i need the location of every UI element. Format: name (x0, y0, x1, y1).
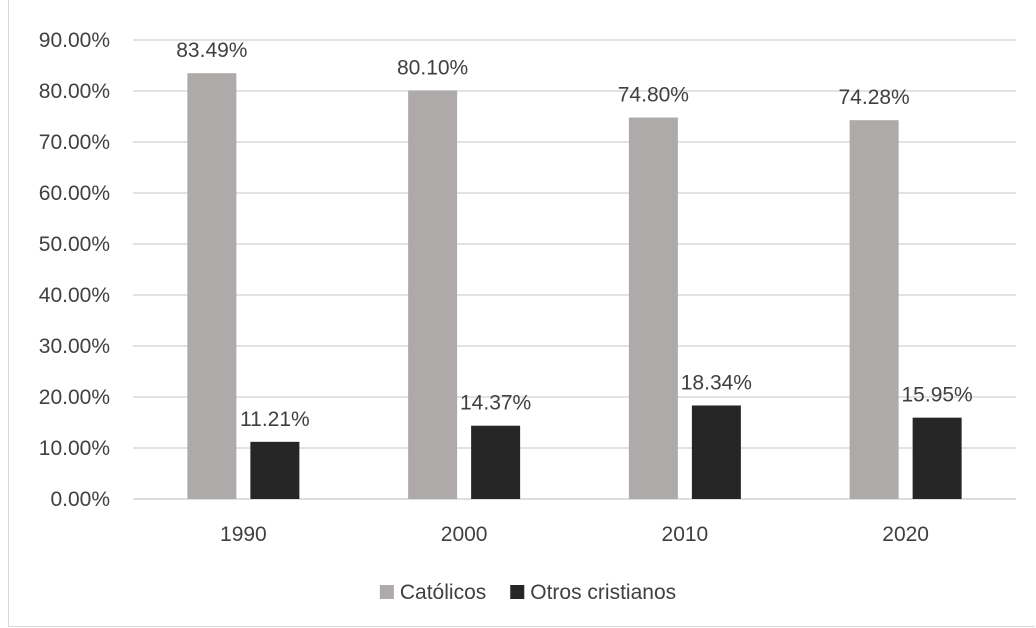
bar-catolicos-2010 (628, 117, 678, 500)
y-tick-label: 70.00% (39, 131, 110, 154)
data-label: 83.49% (176, 39, 247, 62)
bar-otros-cristianos-2010 (691, 405, 741, 499)
data-label: 18.34% (681, 371, 752, 394)
bar-otros-cristianos-1990 (250, 441, 300, 499)
y-tick-label: 40.00% (39, 284, 110, 307)
y-tick-label: 90.00% (39, 29, 110, 52)
y-tick-label: 10.00% (39, 437, 110, 460)
data-labels: 83.49% 11.21% 80.10% 14.37% 74.80% 18.34% 74.2… (176, 39, 972, 431)
legend-swatch (379, 585, 394, 599)
bar-catolicos-2000 (408, 90, 458, 500)
y-tick-label: 0.00% (50, 488, 110, 511)
x-tick-label: 1990 (220, 523, 267, 546)
data-label: 74.28% (839, 86, 910, 109)
x-tick-label: 2010 (662, 523, 709, 546)
bars (187, 73, 962, 500)
data-label: 14.37% (460, 392, 531, 415)
data-label: 15.95% (902, 384, 973, 407)
x-axis-ticks: 1990 2000 2010 2020 (220, 523, 929, 546)
legend-label: Católicos (400, 581, 486, 604)
y-tick-label: 60.00% (39, 182, 110, 205)
y-axis-ticks: 0.00% 10.00% 20.00% 30.00% 40.00% 50.00% 60.00… (39, 29, 110, 511)
legend: Católicos Otros cristianos (379, 581, 676, 604)
data-label: 80.10% (397, 56, 468, 79)
y-tick-label: 20.00% (39, 386, 110, 409)
x-tick-label: 2020 (882, 523, 929, 546)
y-tick-label: 30.00% (39, 335, 110, 358)
bar-otros-cristianos-2020 (912, 417, 962, 499)
legend-swatch (510, 585, 525, 599)
data-label: 11.21% (240, 408, 310, 431)
y-tick-label: 80.00% (39, 80, 110, 103)
y-tick-label: 50.00% (39, 233, 110, 256)
data-label: 74.80% (618, 84, 689, 107)
bar-catolicos-1990 (187, 73, 237, 500)
x-tick-label: 2000 (441, 523, 488, 546)
bar-catolicos-2020 (849, 120, 899, 499)
bar-otros-cristianos-2000 (471, 425, 521, 499)
legend-label: Otros cristianos (530, 581, 676, 604)
